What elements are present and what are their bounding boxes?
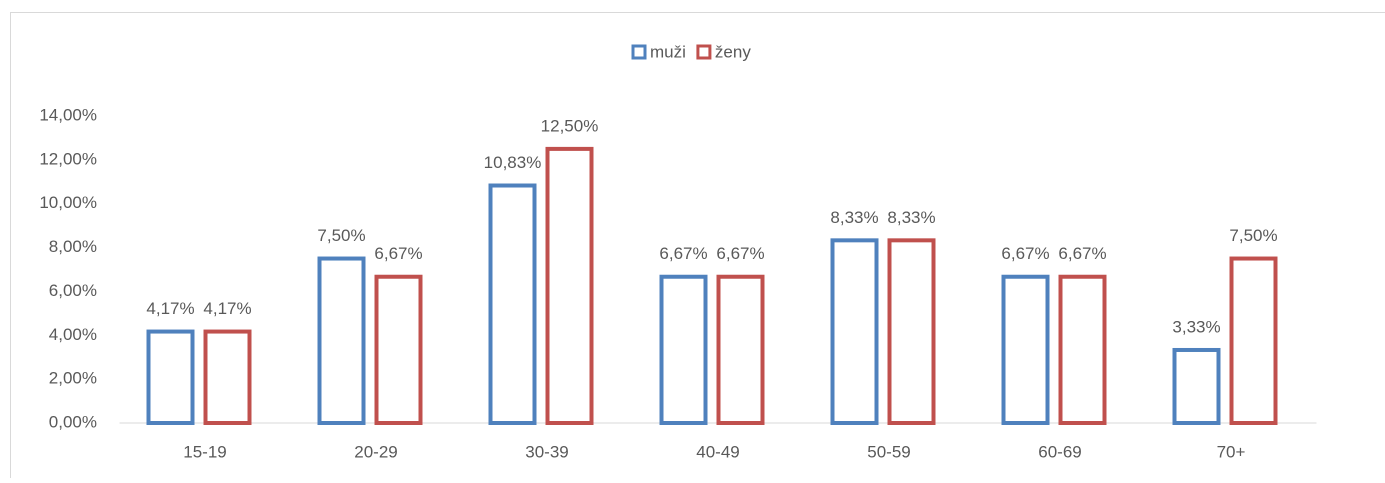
data-label: 8,33% [830,208,878,227]
bar [1004,277,1048,423]
x-tick-label: 30-39 [525,442,568,461]
data-label: 4,17% [203,299,251,318]
bar [1061,277,1105,423]
data-label: 12,50% [541,116,599,135]
x-tick-label: 20-29 [354,442,397,461]
bar [833,240,877,423]
data-label: 4,17% [146,299,194,318]
x-tick-label: 50-59 [867,442,910,461]
legend-label: muži [650,42,686,61]
legend-label: ženy [715,42,751,61]
bar [491,186,535,423]
bar [548,149,592,423]
y-tick-label: 14,00% [39,105,97,124]
data-label: 7,50% [317,226,365,245]
bar [1175,350,1219,423]
bar [1232,259,1276,423]
y-tick-label: 12,00% [39,149,97,168]
data-label: 7,50% [1229,226,1277,245]
legend-swatch [633,46,645,58]
bar [890,240,934,423]
y-tick-label: 6,00% [49,281,97,300]
x-tick-label: 70+ [1217,442,1246,461]
y-tick-label: 2,00% [49,369,97,388]
x-tick-label: 15-19 [183,442,226,461]
y-tick-label: 10,00% [39,193,97,212]
y-tick-label: 4,00% [49,325,97,344]
bar [149,332,193,423]
data-label: 6,67% [1001,244,1049,263]
data-label: 10,83% [484,153,542,172]
x-tick-label: 40-49 [696,442,739,461]
data-label: 6,67% [716,244,764,263]
bar [377,277,421,423]
bar [320,259,364,423]
bar [719,277,763,423]
data-label: 6,67% [374,244,422,263]
legend-swatch [698,46,710,58]
bar [662,277,706,423]
y-tick-label: 8,00% [49,237,97,256]
data-label: 6,67% [1058,244,1106,263]
x-tick-label: 60-69 [1038,442,1081,461]
bar [206,332,250,423]
data-label: 3,33% [1172,317,1220,336]
data-label: 6,67% [659,244,707,263]
data-label: 8,33% [887,208,935,227]
y-tick-label: 0,00% [49,412,97,431]
